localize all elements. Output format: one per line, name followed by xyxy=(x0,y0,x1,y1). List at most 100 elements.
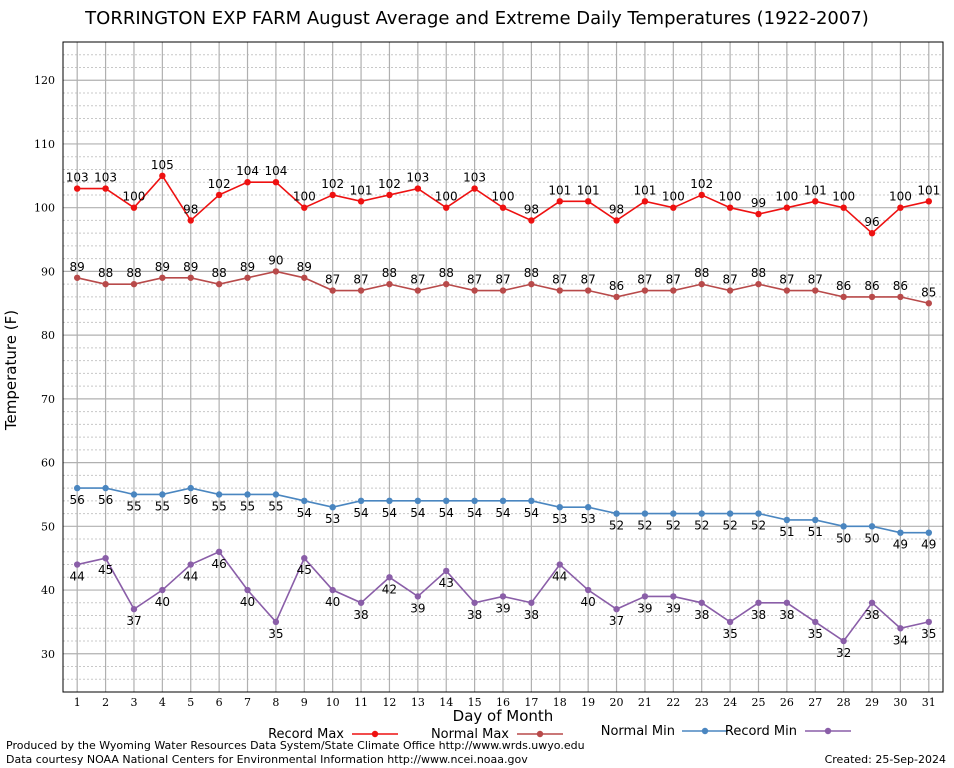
data-label-normal-max: 89 xyxy=(155,260,170,274)
data-label-record-min: 45 xyxy=(98,563,113,577)
legend-label-record-max: Record Max xyxy=(268,727,344,742)
data-label-normal-max: 87 xyxy=(410,273,425,287)
point-normal-min xyxy=(584,503,592,511)
x-tick-label: 10 xyxy=(326,696,340,709)
data-label-record-max: 102 xyxy=(208,177,231,191)
x-tick-label: 19 xyxy=(581,696,595,709)
data-label-normal-min: 52 xyxy=(637,519,652,533)
point-record-max xyxy=(868,229,876,237)
x-tick-label: 31 xyxy=(922,696,936,709)
data-label-record-min: 38 xyxy=(864,608,879,622)
data-label-normal-max: 89 xyxy=(183,260,198,274)
point-record-min xyxy=(670,593,677,600)
x-tick-label: 11 xyxy=(354,696,368,709)
point-record-max xyxy=(159,172,166,180)
data-label-record-min: 38 xyxy=(751,608,766,622)
data-label-record-max: 101 xyxy=(577,183,600,197)
x-tick-label: 25 xyxy=(751,696,765,709)
data-label-normal-max: 87 xyxy=(722,273,737,287)
data-label-normal-min: 52 xyxy=(722,519,737,533)
point-normal-max xyxy=(783,287,791,294)
y-tick-label: 40 xyxy=(41,584,55,597)
data-label-normal-min: 55 xyxy=(268,499,283,513)
point-record-max xyxy=(840,204,847,211)
point-record-max xyxy=(215,191,223,199)
series-record-min: 44 45 37 40 44 46 40 35 45 40 38 42 39 43 38 39 38 44 40 37… xyxy=(70,548,936,660)
y-tick-label: 100 xyxy=(34,202,55,215)
point-record-max xyxy=(244,178,251,186)
point-normal-max xyxy=(187,274,194,281)
data-label-normal-max: 88 xyxy=(694,266,709,280)
point-record-min xyxy=(812,618,819,626)
data-label-record-max: 104 xyxy=(236,164,259,178)
data-label-record-max: 96 xyxy=(864,215,879,229)
data-label-normal-max: 88 xyxy=(382,266,397,280)
data-label-normal-max: 90 xyxy=(268,253,283,267)
point-normal-min xyxy=(897,529,904,536)
data-label-normal-min: 54 xyxy=(467,506,482,520)
point-record-max xyxy=(102,185,109,192)
point-normal-max xyxy=(130,280,138,288)
data-label-record-max: 101 xyxy=(350,183,373,197)
point-record-min xyxy=(215,548,223,556)
y-tick-label: 80 xyxy=(41,329,55,342)
series-normal-min: 56 56 55 55 56 55 55 55 54 53 54 54 54 54 54 54 54 53 53 52… xyxy=(70,484,936,552)
point-normal-min xyxy=(386,497,393,505)
data-label-normal-min: 53 xyxy=(325,512,340,526)
point-normal-min xyxy=(244,491,251,498)
data-label-normal-min: 52 xyxy=(694,519,709,533)
x-tick-label: 9 xyxy=(301,696,308,709)
data-label-normal-max: 87 xyxy=(808,273,823,287)
point-record-max xyxy=(414,185,422,192)
point-record-max xyxy=(755,210,762,218)
x-tick-label: 1 xyxy=(74,696,81,709)
point-normal-max xyxy=(301,274,308,281)
data-label-record-max: 98 xyxy=(524,202,539,216)
point-normal-max xyxy=(357,287,365,294)
point-record-min xyxy=(584,586,592,594)
y-tick-label: 110 xyxy=(34,138,55,151)
data-label-normal-max: 87 xyxy=(325,273,340,287)
point-record-min xyxy=(301,554,308,562)
point-normal-max xyxy=(670,287,677,294)
data-label-record-max: 99 xyxy=(751,196,766,210)
point-record-min xyxy=(613,605,620,613)
point-normal-min xyxy=(443,497,450,505)
x-tick-label: 7 xyxy=(244,696,251,709)
x-tick-label: 4 xyxy=(159,696,166,709)
data-label-normal-min: 52 xyxy=(751,519,766,533)
point-record-min xyxy=(840,637,847,645)
data-label-normal-min: 50 xyxy=(836,531,851,545)
data-label-record-max: 100 xyxy=(719,190,742,204)
credit-line-data-source: Data courtesy NOAA National Centers for … xyxy=(6,753,528,766)
x-tick-label: 5 xyxy=(187,696,194,709)
x-tick-label: 2 xyxy=(102,696,109,709)
x-tick-label: 21 xyxy=(638,696,652,709)
point-record-min xyxy=(73,561,81,568)
data-label-record-max: 100 xyxy=(293,190,316,204)
data-label-normal-min: 54 xyxy=(353,506,368,520)
point-normal-max xyxy=(840,293,847,301)
point-normal-max xyxy=(698,280,705,288)
data-label-normal-min: 53 xyxy=(552,512,567,526)
data-label-normal-min: 52 xyxy=(609,519,624,533)
y-tick-label: 70 xyxy=(41,393,55,406)
point-record-min xyxy=(783,599,791,606)
data-label-record-max: 103 xyxy=(66,171,89,185)
x-tick-label: 29 xyxy=(865,696,879,709)
data-label-record-max: 102 xyxy=(321,177,344,191)
data-label-normal-max: 87 xyxy=(495,273,510,287)
legend-marker-record-min xyxy=(824,727,832,735)
point-normal-min xyxy=(215,491,223,498)
data-label-normal-min: 56 xyxy=(70,493,85,507)
point-normal-min xyxy=(698,510,705,517)
point-record-max xyxy=(499,204,507,211)
data-label-record-min: 46 xyxy=(211,557,226,571)
data-label-record-max: 103 xyxy=(463,171,486,185)
data-label-record-min: 38 xyxy=(524,608,539,622)
x-tick-label: 27 xyxy=(808,696,822,709)
point-normal-max xyxy=(641,287,649,294)
data-label-normal-min: 54 xyxy=(410,506,425,520)
point-normal-min xyxy=(556,503,563,511)
data-label-normal-max: 88 xyxy=(126,266,141,280)
